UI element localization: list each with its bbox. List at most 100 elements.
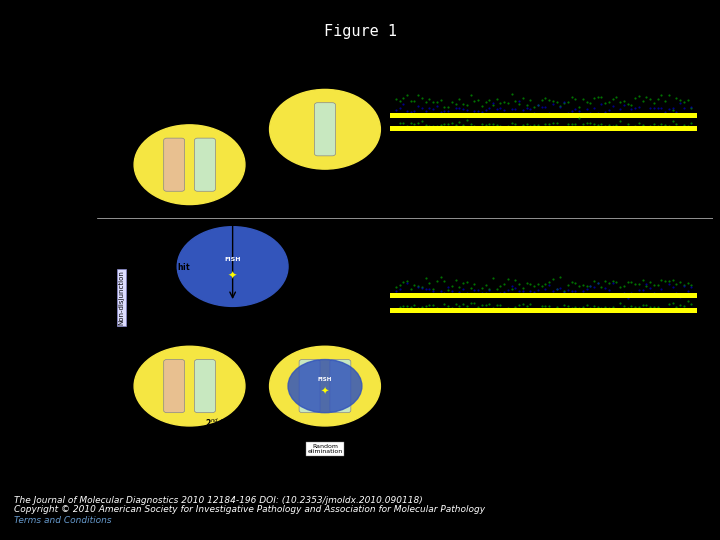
Point <box>667 299 678 308</box>
Point <box>648 98 660 107</box>
Point <box>428 122 439 131</box>
Point <box>670 93 682 102</box>
Point <box>413 119 424 128</box>
Point <box>644 283 656 292</box>
Point <box>503 304 514 313</box>
Point <box>685 119 697 127</box>
Point <box>528 288 540 296</box>
Point <box>442 106 454 115</box>
Point <box>450 120 462 129</box>
Point <box>570 95 581 104</box>
Point <box>532 101 544 110</box>
Point <box>476 300 487 309</box>
Point <box>446 110 458 119</box>
Point <box>648 104 660 113</box>
Point <box>442 102 454 111</box>
Point <box>401 122 413 131</box>
Point <box>405 108 416 117</box>
Text: VK = Virtual Karyotype    FISH = Fluorescent in situ hybridization    CG = Conve: VK = Virtual Karyotype FISH = Fluorescen… <box>104 488 508 492</box>
Bar <box>390 308 698 313</box>
Point <box>648 281 660 289</box>
Point <box>544 278 555 286</box>
Point <box>454 282 465 291</box>
Point <box>498 280 510 288</box>
Point <box>622 294 634 303</box>
Point <box>603 106 615 115</box>
Point <box>438 289 450 298</box>
Point <box>401 302 413 310</box>
Point <box>521 104 532 113</box>
Circle shape <box>269 90 380 169</box>
Point <box>487 274 499 283</box>
Point <box>428 287 439 295</box>
Point <box>674 98 685 107</box>
Point <box>457 99 469 108</box>
Point <box>401 279 413 288</box>
Point <box>442 283 454 292</box>
Point <box>442 120 454 129</box>
Point <box>573 304 585 313</box>
Point <box>667 104 678 113</box>
Point <box>547 100 559 109</box>
Point <box>682 96 693 104</box>
Point <box>618 100 630 109</box>
Point <box>588 119 600 128</box>
Point <box>678 103 690 112</box>
Point <box>585 304 596 313</box>
Point <box>644 103 656 112</box>
Point <box>652 302 663 311</box>
Point <box>539 102 551 111</box>
Text: Copy Neutral LOH (acquired UPD): Copy Neutral LOH (acquired UPD) <box>396 242 541 251</box>
Point <box>487 120 499 129</box>
Point <box>394 104 405 112</box>
Point <box>558 301 570 309</box>
Point <box>652 95 663 104</box>
Point <box>423 301 435 310</box>
Text: FISH: FISH <box>225 258 241 262</box>
Point <box>644 278 656 287</box>
Point <box>397 278 409 287</box>
Point <box>544 108 555 117</box>
Point <box>487 100 499 109</box>
Point <box>618 124 630 132</box>
Point <box>465 119 477 128</box>
Point <box>629 280 641 289</box>
Point <box>446 98 458 107</box>
Point <box>536 281 547 290</box>
Circle shape <box>134 346 245 426</box>
Point <box>641 93 652 102</box>
Text: Random
elimination: Random elimination <box>307 444 343 455</box>
Point <box>562 280 574 289</box>
Point <box>390 305 402 314</box>
Point <box>498 123 510 132</box>
Point <box>401 91 413 99</box>
Point <box>544 96 555 104</box>
Bar <box>390 113 698 118</box>
Point <box>536 96 547 104</box>
Point <box>585 281 596 290</box>
Point <box>551 285 562 294</box>
Point <box>629 104 641 113</box>
Circle shape <box>288 360 362 413</box>
Point <box>570 303 581 312</box>
Point <box>513 301 525 309</box>
Point <box>510 105 521 113</box>
Point <box>506 285 518 294</box>
Point <box>525 105 536 114</box>
Point <box>525 279 536 288</box>
Point <box>528 109 540 118</box>
Point <box>476 108 487 117</box>
Point <box>457 278 469 287</box>
Point <box>438 106 450 115</box>
Point <box>484 285 495 293</box>
Point <box>461 277 472 286</box>
Point <box>450 289 462 298</box>
Point <box>660 96 671 105</box>
Point <box>461 302 472 310</box>
Point <box>558 99 570 107</box>
Point <box>469 97 480 106</box>
Text: FISH, CG, and aCGH all see this as diploid/normal.: FISH, CG, and aCGH all see this as diplo… <box>396 269 553 274</box>
Point <box>461 106 472 114</box>
Point <box>484 286 495 294</box>
Point <box>465 110 477 119</box>
